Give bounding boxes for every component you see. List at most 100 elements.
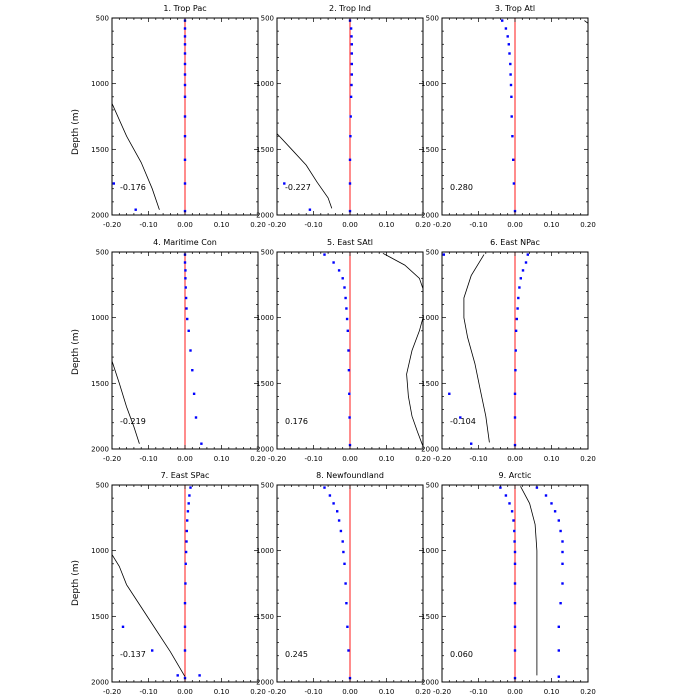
data-point [183,27,187,30]
x-tick-label: -0.20 [103,455,121,463]
y-tick-label: 2000 [421,212,439,220]
x-tick-label: -0.10 [139,221,157,229]
panel-7: 7. East SPac -0.20 -0.10 0.00 0.10 0.20 500 100… [91,471,266,696]
panel-annotation: -0.176 [120,183,146,192]
data-point [183,625,187,628]
profile-line [463,254,490,443]
data-point [185,529,188,533]
x-tick-label: 0.10 [379,688,395,696]
panel-9: 9. Arctic -0.20 -0.10 0.00 0.10 0.20 500 1000 15… [421,471,596,696]
y-tick-label: 2000 [421,446,439,454]
data-point [514,369,517,372]
y-tick-label: 1500 [91,613,109,621]
y-tick-label: 500 [261,482,274,490]
data-point [183,95,187,98]
data-point [347,369,351,372]
data-point [561,550,564,554]
y-tick-label: 1500 [421,380,439,388]
panel-annotation: -0.137 [120,650,146,659]
panels-group: 1. Trop Pac -0.20 -0.10 0.00 0.10 0.20 500 1000… [91,4,596,696]
data-point [343,286,346,289]
y-tick-label: 1000 [256,80,274,88]
data-point [348,416,351,419]
data-point [346,625,349,628]
data-point [513,562,517,565]
x-tick-label: -0.10 [469,455,487,463]
x-tick-label: 0.10 [214,221,230,229]
data-point [184,562,187,565]
x-tick-label: 0.20 [250,221,266,229]
data-point [332,261,335,264]
y-tick-label: 1000 [421,547,439,555]
x-tick-label: -0.20 [103,688,121,696]
data-point [308,208,312,211]
profile-line [276,133,333,209]
data-point [337,269,341,272]
data-point [184,277,187,280]
data-point [535,486,539,489]
panel-annotation: -0.227 [285,183,311,192]
data-point [349,115,352,118]
x-tick-label: -0.10 [139,455,157,463]
data-point [176,674,179,677]
data-point [509,62,512,66]
panel-2: 2. Trop Ind -0.20 -0.10 0.00 0.10 0.20 500 1000… [256,4,431,229]
panel-annotation: 0.176 [285,417,308,426]
x-tick-label: 0.20 [250,688,266,696]
y-tick-label: 1000 [421,314,439,322]
profile-line [382,252,424,447]
data-point [343,562,346,565]
data-point [183,43,187,46]
data-point [183,62,187,66]
data-point [512,519,515,522]
y-tick-label: 500 [426,249,439,257]
data-point [514,349,517,352]
data-point [198,674,201,677]
data-point [557,675,560,678]
data-point [186,510,190,513]
y-tick-label: 2000 [91,212,109,220]
data-point [151,649,154,652]
x-tick-label: 0.10 [544,688,560,696]
x-tick-label: -0.10 [304,221,322,229]
data-point [510,115,513,118]
panel-title: 5. East SAtl [327,238,373,247]
data-point [328,494,332,497]
data-point [513,649,517,652]
y-tick-label: 1500 [421,613,439,621]
y-tick-label: 500 [261,249,274,257]
data-point [553,510,557,513]
x-tick-label: 0.00 [342,221,358,229]
data-point [183,35,187,38]
data-point [561,582,564,585]
data-point [507,43,510,46]
y-tick-label: 2000 [256,679,274,687]
y-tick-label: 1500 [256,380,274,388]
data-point [350,62,353,66]
data-point [184,296,188,300]
data-point [509,83,513,87]
panel-title: 6. East NPac [490,238,540,247]
y-tick-label: 2000 [91,446,109,454]
x-tick-label: 0.00 [342,688,358,696]
data-point [559,529,562,533]
data-point [526,253,529,256]
panel-5: 5. East SAtl -0.20 -0.10 0.00 0.10 0.20 500 100… [256,238,431,463]
data-point [323,253,326,256]
data-point [194,416,198,419]
data-point [348,182,352,185]
data-point [557,625,560,628]
x-tick-label: 0.00 [507,688,523,696]
x-tick-label: -0.10 [304,688,322,696]
x-tick-label: 0.00 [177,221,193,229]
data-point [347,349,350,352]
y-tick-label: 1000 [91,547,109,555]
x-tick-label: 0.00 [177,455,193,463]
y-tick-label: 1000 [421,80,439,88]
x-tick-label: -0.20 [268,455,286,463]
y-tick-label: 1500 [91,380,109,388]
data-point [348,392,351,395]
x-tick-label: 0.10 [379,221,395,229]
y-tick-label: 2000 [421,679,439,687]
x-tick-label: 0.20 [415,688,431,696]
